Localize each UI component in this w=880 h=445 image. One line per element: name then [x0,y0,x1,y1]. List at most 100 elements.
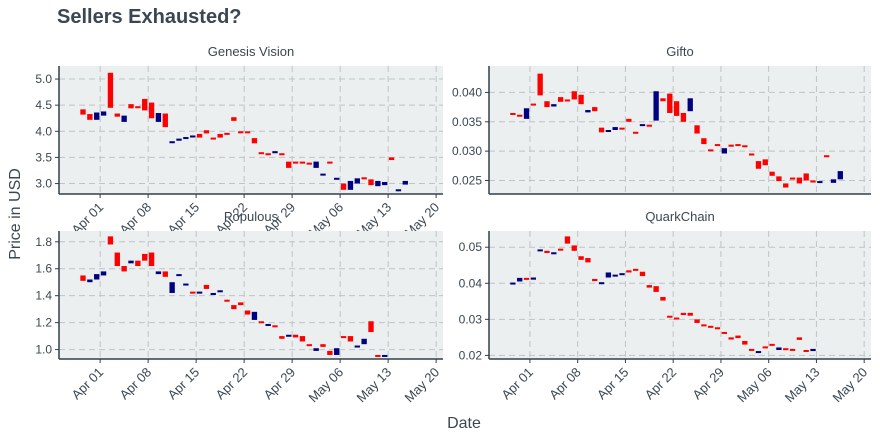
candle [673,101,680,116]
chart-title: Sellers Exhausted? [57,6,242,28]
candle [714,144,721,147]
candle [824,155,830,158]
x-tick-label: Apr 08 [546,365,584,403]
facet-panel: QuarkChain 0.02 0.03 0.04 0.05 Apr 01 Apr 08 Ap… [459,209,871,405]
candle [544,101,550,108]
facet-title: Gifto [666,44,693,59]
x-tick-label: May 06 [306,365,347,406]
candle [80,109,86,115]
candle [148,252,155,267]
y-tick-label: 1.4 [35,289,52,303]
candle [687,312,693,316]
candle [196,291,203,294]
x-tick-label: May 13 [782,365,823,406]
candle [755,161,762,169]
candle [680,312,687,316]
candle [190,135,196,138]
candle [530,103,536,106]
candle [748,153,755,156]
x-tick-label: Apr 08 [117,365,155,403]
candle [701,324,707,327]
candle [776,347,782,350]
candle [523,108,530,119]
candle [510,112,516,115]
candle [762,346,768,349]
candle [796,337,803,340]
candle [551,252,557,255]
candle [224,132,230,135]
candle [354,178,360,184]
candle [667,93,673,113]
candle [694,125,700,134]
candle [135,106,141,109]
candle [286,334,292,337]
candle [128,260,134,264]
candle [238,131,244,134]
candle [830,179,837,183]
candle [183,283,189,286]
candle [585,258,591,263]
candle [121,266,127,272]
candle [639,124,646,127]
candle [810,180,816,183]
candle [292,334,299,338]
candle [619,273,625,276]
candle [742,145,748,148]
candle [251,138,258,144]
candle [347,336,354,342]
candle [619,127,625,130]
candle [203,130,210,134]
candle [578,94,584,105]
candle [530,277,536,280]
candle [708,149,714,152]
candle [142,98,148,111]
candle [251,311,258,320]
candle [107,72,114,108]
candle [368,179,374,186]
candle [592,278,598,282]
candle [735,335,741,339]
y-tick-label: 0.030 [452,144,482,158]
candle [388,157,395,161]
candle [708,325,714,328]
candle [183,137,189,140]
candle [633,131,639,134]
y-tick-label: 0.03 [459,312,483,326]
candle [537,249,543,252]
candle [626,118,632,122]
candle [272,325,278,328]
candle [279,153,285,156]
candle [258,321,264,324]
candle [660,98,666,102]
candle [176,138,182,141]
candle [721,148,727,154]
candle [817,181,823,184]
candle [334,177,340,180]
panel-background [59,231,443,359]
candle [382,354,388,357]
candle [100,271,107,276]
candle [100,111,107,116]
y-tick-label: 0.025 [452,173,482,187]
y-tick-label: 0.02 [459,348,483,362]
y-tick-label: 1.8 [35,235,52,249]
candle [87,114,93,120]
candle [605,272,612,278]
candle [626,270,632,273]
candle [523,277,530,280]
candle [176,274,182,277]
candle [196,133,203,138]
candle [231,117,237,121]
facet-panels: Genesis Vision 3.0 3.5 4.0 4.5 5.0 Apr 01 Apr 0… [35,44,871,405]
candle [375,354,381,357]
candle [299,336,306,342]
candle [510,282,516,285]
candle [340,336,347,339]
candle [217,290,223,293]
candle [128,104,134,109]
candle [803,173,809,181]
candle [571,245,577,251]
y-tick-label: 1.0 [35,343,52,357]
candle [728,144,734,147]
